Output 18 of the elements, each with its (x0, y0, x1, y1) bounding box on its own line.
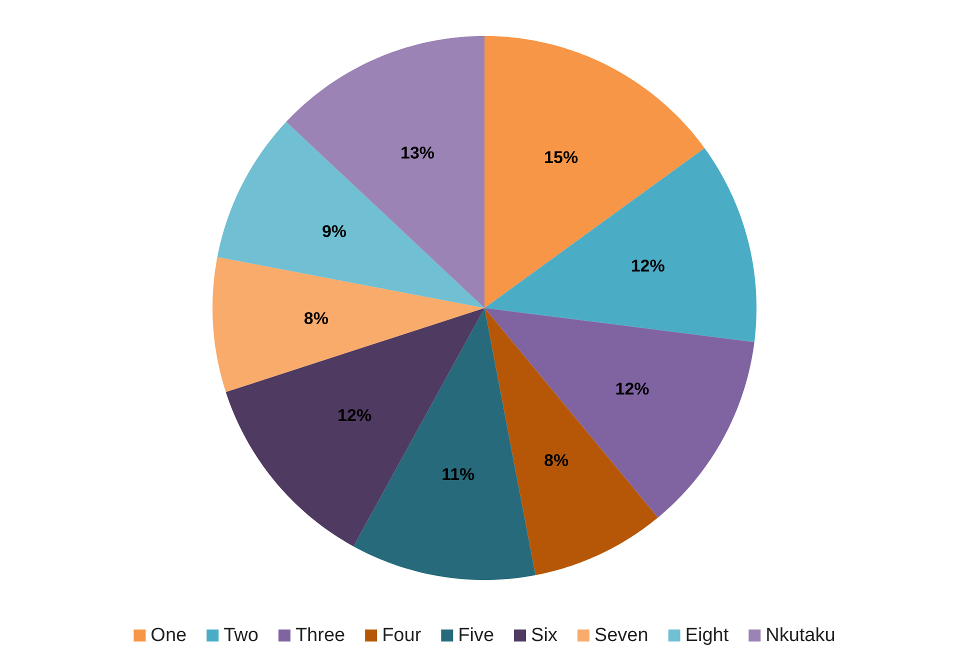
legend-label: One (150, 625, 187, 646)
legend-label: Three (295, 625, 346, 646)
data-label: 11% (442, 465, 475, 484)
legend-label: Four (382, 625, 422, 646)
legend-label: Two (224, 625, 258, 646)
legend-label: Nkutaku (766, 625, 836, 646)
data-label: 12% (338, 406, 372, 425)
legend-label: Eight (685, 625, 730, 646)
data-label: 13% (400, 144, 435, 163)
data-label: 9% (322, 222, 347, 241)
legend-label: Seven (594, 625, 648, 646)
data-label: 15% (544, 148, 578, 168)
data-label: 8% (544, 451, 569, 470)
data-label: 8% (304, 309, 328, 328)
data-label: 12% (630, 256, 665, 276)
legend-label: Six (531, 625, 558, 646)
legend-label: Five (458, 625, 494, 646)
data-label: 12% (615, 380, 650, 399)
